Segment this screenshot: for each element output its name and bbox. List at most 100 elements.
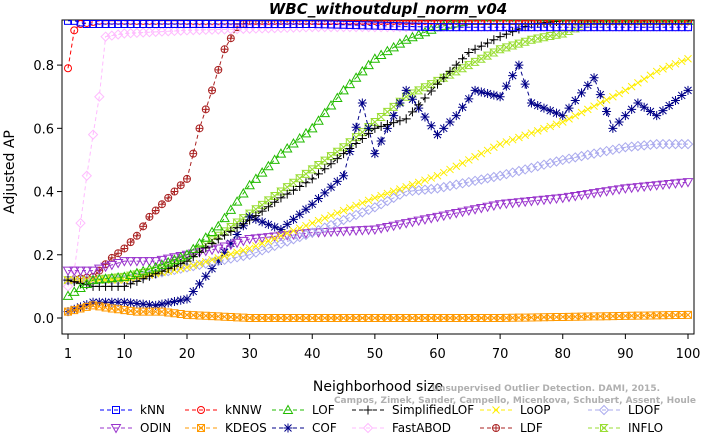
data-point-loop: [515, 133, 523, 142]
data-point-simplifiedlof: [364, 128, 374, 138]
data-point-inflo: [532, 34, 543, 43]
data-point-simplifiedlof: [263, 202, 273, 212]
data-point-odin: [144, 257, 155, 267]
data-point-loop: [477, 149, 486, 158]
data-point-odin: [407, 217, 418, 228]
data-point-odin: [269, 232, 281, 242]
data-point-lof: [338, 84, 349, 95]
data-point-ldof: [463, 176, 475, 188]
data-point-ldf: [226, 34, 235, 43]
data-point-cof: [326, 182, 336, 192]
data-point-inflo: [320, 156, 330, 165]
data-point-cof: [677, 90, 687, 100]
data-point-loop: [308, 219, 317, 228]
data-point-ldof: [588, 148, 600, 159]
data-point-lof: [344, 78, 356, 89]
data-point-knn: [596, 23, 605, 32]
data-point-knn: [270, 20, 279, 28]
data-point-knnw: [514, 20, 523, 25]
data-point-simplifiedlof: [226, 226, 236, 236]
series-loop: [64, 54, 692, 284]
data-point-cof: [332, 176, 342, 186]
data-point-inflo: [426, 80, 436, 89]
data-point-simplifiedlof: [370, 123, 380, 133]
data-point-ldof: [551, 156, 562, 167]
data-point-cof: [69, 304, 79, 314]
data-point-odin: [112, 258, 124, 269]
data-point-knnw: [483, 20, 492, 25]
data-point-loop: [496, 140, 504, 148]
data-point-knn: [89, 20, 98, 28]
data-point-lof: [237, 187, 249, 198]
data-point-cof: [276, 224, 286, 234]
data-point-odin: [588, 189, 600, 199]
data-point-knn: [151, 20, 160, 28]
data-point-knn: [301, 20, 310, 28]
data-point-simplifiedlof: [458, 54, 468, 64]
data-point-odin: [237, 236, 249, 247]
data-point-cof: [220, 247, 230, 257]
legend-label: LOF: [312, 403, 335, 417]
data-point-simplifiedlof: [414, 100, 424, 110]
data-point-lof: [106, 272, 118, 283]
data-point-lof: [281, 143, 293, 153]
data-point-cof: [627, 104, 637, 114]
data-point-odin: [338, 227, 349, 237]
data-point-knnw: [602, 20, 611, 25]
data-point-lof: [363, 59, 374, 70]
data-point-odin: [150, 257, 162, 267]
data-point-ldof: [476, 174, 487, 185]
data-point-loop: [289, 226, 298, 235]
data-point-odin: [607, 186, 619, 196]
data-point-odin: [501, 199, 512, 210]
data-point-inflo: [514, 39, 524, 48]
data-point-loop: [402, 182, 411, 191]
data-point-cof: [445, 117, 455, 127]
data-point-loop: [659, 65, 667, 73]
data-point-odin: [375, 224, 387, 234]
data-point-knnw: [389, 20, 398, 25]
data-point-knn: [464, 23, 473, 32]
data-point-lof: [325, 100, 337, 110]
data-point-odin: [68, 266, 80, 277]
data-point-knn: [414, 22, 423, 31]
data-point-cof: [614, 117, 624, 127]
legend-item-fastabod: FastABOD: [352, 421, 451, 434]
data-point-inflo: [520, 37, 530, 46]
data-point-knnw: [621, 20, 630, 25]
data-point-lof: [294, 132, 306, 143]
x-tick-label: 40: [304, 347, 321, 362]
data-point-knnw: [508, 20, 517, 25]
data-point-knn: [646, 23, 655, 32]
data-point-ldof: [432, 183, 443, 194]
legend-item-ldof: LDOF: [588, 403, 660, 417]
data-point-knn: [358, 21, 367, 30]
data-point-loop: [640, 75, 649, 83]
data-point-knnw: [364, 20, 373, 25]
data-point-knnw: [646, 20, 655, 25]
data-point-inflo: [413, 86, 424, 95]
data-point-lof: [350, 72, 362, 82]
data-point-knnw: [477, 20, 486, 25]
data-point-fastabod: [81, 170, 92, 181]
axis-ticks: 1 10 20 30 40 50 60 70 80 90 100 0.0 0.2 0.4 0.6 0.8: [33, 59, 700, 362]
data-point-lof: [263, 160, 274, 171]
data-point-odin: [432, 212, 443, 223]
data-point-odin: [187, 249, 199, 260]
data-point-inflo: [338, 143, 349, 152]
data-point-simplifiedlof: [295, 181, 305, 191]
data-point-knn: [565, 23, 574, 32]
data-point-knn: [527, 23, 536, 32]
credit-line-citation: Unsupervised Outlier Detection. DAMI, 20…: [432, 384, 660, 394]
data-point-knn: [452, 23, 461, 32]
data-point-knn: [615, 23, 624, 32]
data-point-odin: [131, 257, 143, 267]
data-point-inflo: [269, 191, 280, 200]
data-point-simplifiedlof: [257, 206, 267, 216]
data-point-loop: [258, 239, 266, 248]
data-point-cof: [470, 85, 480, 95]
data-point-loop: [339, 206, 348, 215]
data-point-ldof: [194, 259, 205, 271]
data-point-lof: [112, 272, 124, 282]
data-point-lof: [137, 265, 149, 276]
